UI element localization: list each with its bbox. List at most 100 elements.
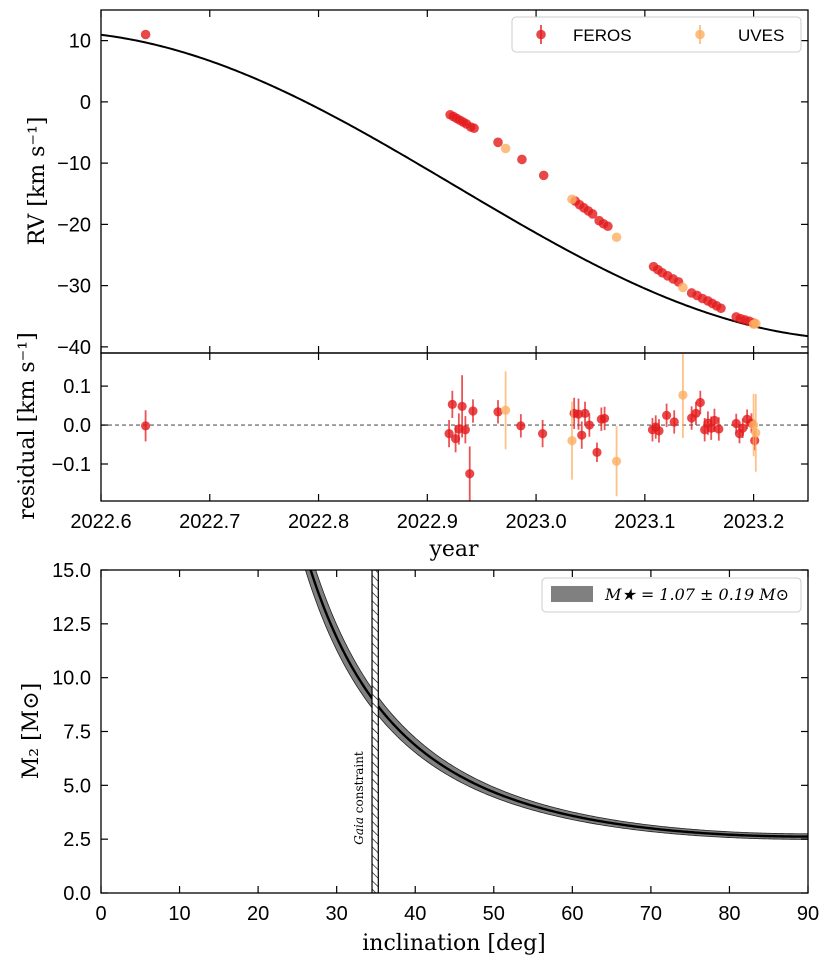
residual-point-feros — [662, 410, 672, 420]
residual-point-uves — [567, 436, 577, 446]
gaia-label-italic: Gaia — [352, 817, 366, 845]
rv-ytick-label: 0 — [80, 92, 91, 114]
mass-ytick-label: 15.0 — [52, 560, 91, 582]
residual-point-feros — [750, 436, 760, 446]
rv-point-feros — [469, 123, 479, 134]
rv-point-feros — [603, 221, 613, 232]
residual-point-feros — [695, 397, 705, 408]
rv-legend: FEROS UVES — [511, 16, 802, 53]
mass-ylabel: M₂ [M⊙] — [19, 683, 44, 779]
mass-xtick-label: 0 — [95, 903, 106, 925]
residual-point-feros — [600, 413, 610, 424]
residual-xtick-label: 2023.2 — [723, 511, 784, 533]
mass-legend: M★ = 1.07 ± 0.19 M⊙ — [541, 577, 802, 613]
residual-xtick-label: 2022.6 — [70, 511, 131, 533]
residual-xtick-label: 2022.7 — [179, 511, 240, 533]
rv-point-uves — [567, 194, 577, 205]
rv-model-curve — [101, 33, 808, 338]
rv-plot-area — [101, 29, 808, 338]
gaia-constraint-band — [371, 570, 379, 893]
residual-xtick-label: 2022.8 — [288, 511, 349, 533]
rv-ylabel: RV [km s⁻¹] — [25, 117, 50, 246]
rv-point-uves — [750, 318, 761, 329]
rv-point-uves — [500, 143, 511, 154]
residual-point-feros — [457, 401, 467, 411]
mass-legend-swatch — [551, 586, 593, 602]
mass-ytick-label: 5.0 — [63, 775, 91, 797]
mass-function-curve — [309, 570, 808, 838]
legend-marker-feros — [536, 29, 546, 40]
rv-point-feros — [140, 29, 151, 40]
residual-point-feros — [738, 423, 748, 433]
rv-point-feros — [538, 170, 549, 181]
residual-point-feros — [691, 408, 701, 418]
rv-ytick-label: −40 — [57, 337, 91, 359]
legend-label-feros: FEROS — [573, 26, 632, 45]
mass-frame — [100, 569, 809, 894]
residual-point-uves — [751, 428, 761, 438]
mass-xtick-label: 40 — [404, 903, 426, 925]
rv-point-feros — [493, 137, 503, 148]
rv-point-uves — [611, 232, 622, 243]
rv-ytick-label: −10 — [57, 153, 91, 175]
residual-point-feros — [577, 430, 587, 440]
mass-ytick-label: 2.5 — [63, 829, 91, 851]
residual-panel: 0.1 0.0 −0.1 2022.6 2022.7 2022.8 2022.9 2023.0… — [15, 332, 809, 562]
rv-point-uves — [678, 282, 688, 293]
residual-point-feros — [669, 417, 679, 427]
residual-point-uves — [749, 420, 759, 430]
rv-point-feros — [587, 209, 598, 219]
mass-xtick-label: 70 — [640, 903, 662, 925]
gaia-label-rest: constraint — [352, 751, 366, 813]
rv-ytick-label: −20 — [57, 214, 91, 236]
residual-point-feros — [460, 425, 470, 435]
residual-point-feros — [465, 469, 475, 479]
rv-ytick-label: 10 — [69, 31, 91, 53]
rv-legend-markers — [536, 25, 705, 44]
mass-xtick-label: 20 — [247, 903, 269, 925]
residual-point-feros — [516, 421, 526, 431]
mass-ytick-label: 12.5 — [52, 614, 91, 636]
residual-ylabel: residual [km s⁻¹] — [15, 332, 40, 519]
residual-ticks: 0.1 0.0 −0.1 2022.6 2022.7 2022.8 2022.9 2023.0… — [52, 353, 808, 533]
rv-legend-box — [511, 16, 802, 53]
residual-point-feros — [706, 423, 716, 433]
mass-xtick-label: 60 — [561, 903, 583, 925]
residual-point-feros — [493, 407, 503, 417]
residual-xtick-label: 2023.0 — [505, 511, 566, 533]
residual-point-feros — [450, 434, 461, 444]
mass-xtick-label: 10 — [168, 903, 190, 925]
residual-ytick-label: 0.0 — [63, 415, 91, 437]
residual-point-feros — [447, 399, 457, 410]
residual-point-feros — [654, 426, 664, 436]
gaia-constraint-label: Gaia constraint — [352, 751, 366, 845]
mass-xtick-label: 80 — [718, 903, 740, 925]
rv-ticks: 10 0 −10 −20 −30 −40 — [57, 10, 808, 359]
mass-xlabel: inclination [deg] — [362, 931, 546, 956]
residual-point-uves — [678, 390, 688, 400]
mass-panel: 0.0 2.5 5.0 7.5 10.0 12.5 15.0 0 10 20 30 40 50 60 70 8… — [19, 560, 819, 956]
residual-point-feros — [584, 420, 594, 430]
mass-xtick-label: 30 — [326, 903, 348, 925]
residual-xtick-label: 2023.1 — [614, 511, 675, 533]
mass-legend-box — [541, 577, 802, 613]
rv-point-feros — [716, 303, 726, 314]
mass-ytick-label: 7.5 — [63, 722, 91, 744]
rv-point-feros — [517, 154, 527, 165]
residual-point-uves — [501, 405, 511, 415]
legend-marker-uves — [695, 29, 705, 40]
rv-ytick-label: −30 — [57, 276, 91, 298]
residual-xtick-label: 2022.9 — [397, 511, 458, 533]
residual-point-feros — [714, 424, 724, 434]
residual-xlabel: year — [428, 537, 479, 562]
residual-frame — [100, 352, 809, 502]
residual-plot-area — [101, 353, 808, 501]
mass-legend-label: M★ = 1.07 ± 0.19 M⊙ — [604, 585, 789, 604]
residual-point-feros — [538, 429, 548, 439]
residual-point-feros — [709, 415, 720, 425]
mass-xtick-label: 90 — [797, 903, 819, 925]
mass-plot-area — [305, 570, 808, 893]
residual-point-feros — [444, 429, 454, 439]
mass-uncertainty-band — [305, 570, 808, 840]
